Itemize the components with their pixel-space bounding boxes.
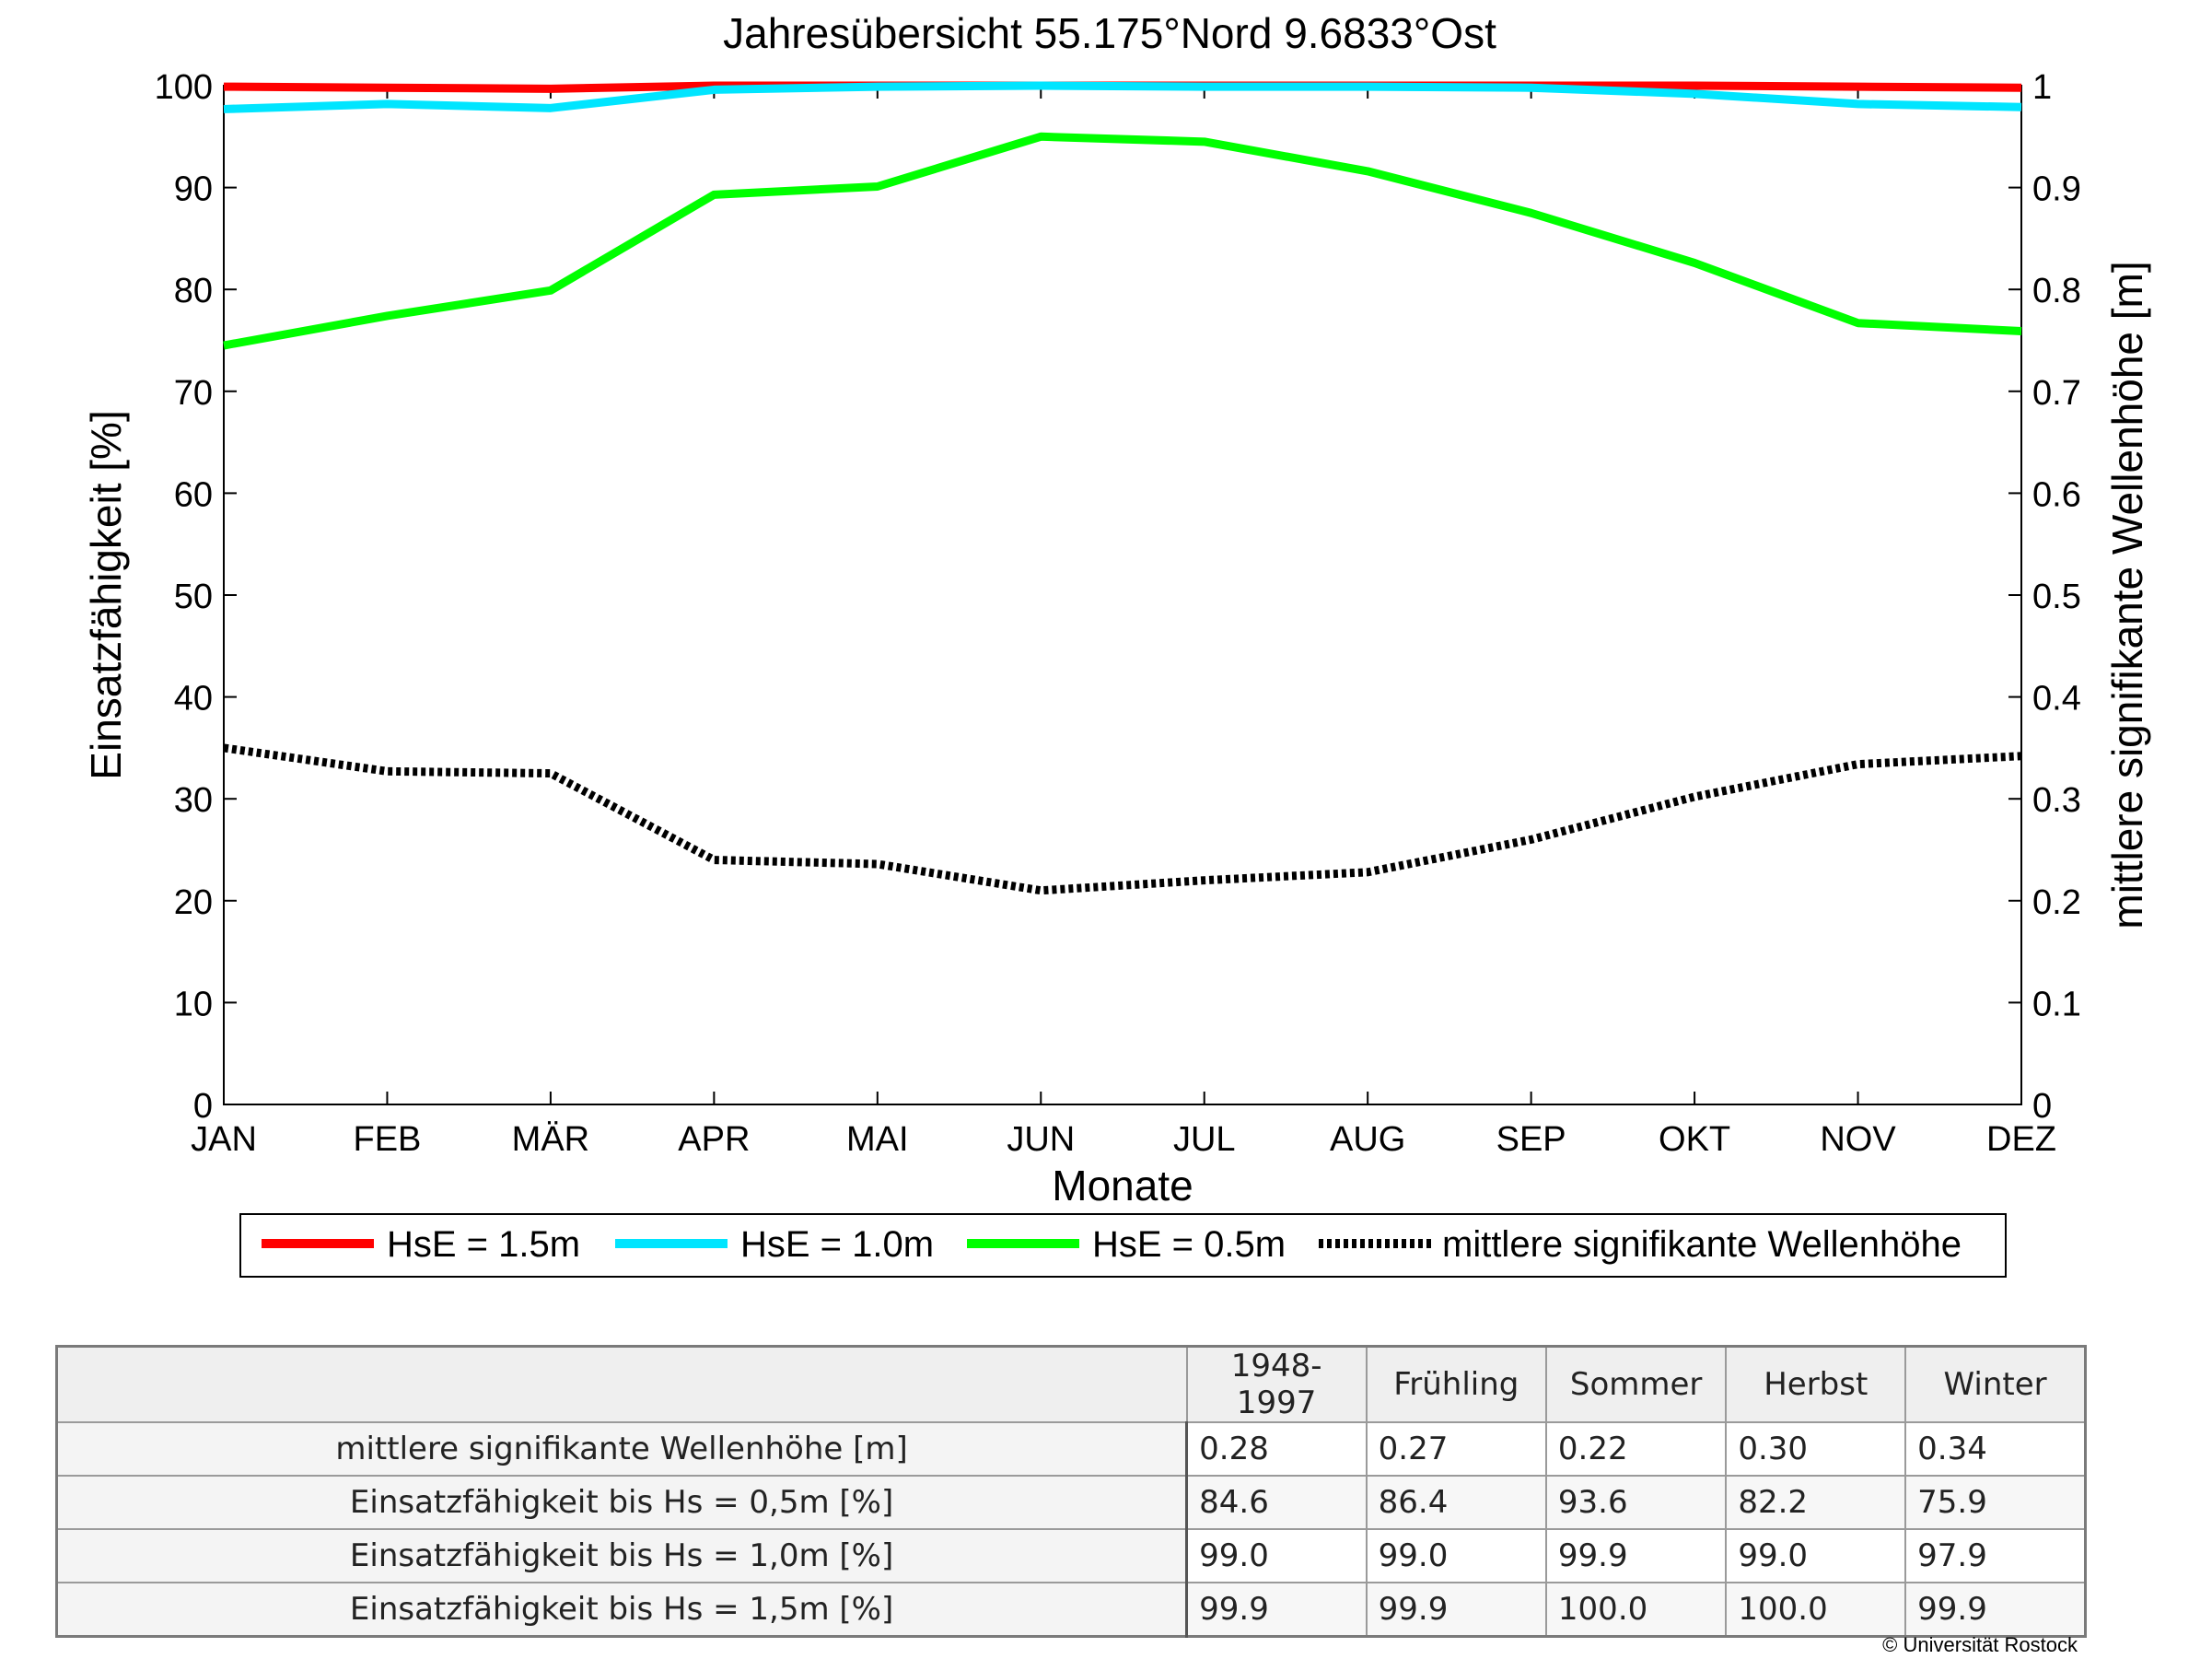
table-cell: 100.0 <box>1544 1582 1728 1638</box>
y-tick-label-right: 0.7 <box>2032 374 2081 413</box>
y-tick-label-left: 10 <box>174 985 213 1023</box>
chart-title: Jahresübersicht 55.175°Nord 9.6833°Ost <box>723 9 1496 57</box>
y-tick-label-right: 0.1 <box>2032 985 2081 1023</box>
row-label: mittlere signifikante Wellenhöhe [m] <box>55 1421 1189 1477</box>
table-cell: 99.0 <box>1725 1528 1907 1583</box>
table-header-row: 1948-1997 Frühling Sommer Herbst Winter <box>55 1345 2087 1423</box>
stats-table: 1948-1997 Frühling Sommer Herbst Winter … <box>55 1345 2087 1638</box>
y-tick-label-left: 60 <box>174 475 213 514</box>
table-row: Einsatzfähigkeit bis Hs = 1,0m [%] 99.0 … <box>55 1528 2087 1583</box>
table-cell: 99.9 <box>1365 1582 1547 1638</box>
column-header: Herbst <box>1725 1345 1907 1423</box>
table-cell: 99.9 <box>1544 1528 1728 1583</box>
x-tick-label: APR <box>678 1120 750 1159</box>
table-cell: 0.22 <box>1544 1421 1728 1477</box>
legend: HsE = 1.5m HsE = 1.0m HsE = 0.5m mittlere s… <box>239 1213 2007 1278</box>
x-tick-label: SEP <box>1496 1120 1566 1159</box>
legend-label-3: mittlere signifikante Wellenhöhe <box>1442 1224 1962 1265</box>
column-header: Sommer <box>1544 1345 1728 1423</box>
y-tick-label-left: 50 <box>174 578 213 616</box>
legend-label-1: HsE = 1.0m <box>740 1224 934 1265</box>
y-tick-label-right: 0.5 <box>2032 578 2081 616</box>
series-line-2 <box>223 132 2022 350</box>
x-tick-label: JUN <box>1007 1120 1075 1159</box>
y-tick-label-right: 0.4 <box>2032 680 2081 719</box>
plot-area <box>223 85 2022 1105</box>
y-tick-label-left: 20 <box>174 883 213 922</box>
x-axis-label: Monate <box>1052 1162 1193 1209</box>
y-tick-label-right: 0 <box>2032 1087 2052 1126</box>
table-cell: 84.6 <box>1185 1475 1368 1530</box>
legend-items: HsE = 1.5m HsE = 1.0m HsE = 0.5m mittlere s… <box>262 1224 1962 1265</box>
x-tick-label: MAI <box>846 1120 909 1159</box>
table-cell: 82.2 <box>1725 1475 1907 1530</box>
table-cell: 0.34 <box>1904 1421 2087 1477</box>
table-cell: 97.9 <box>1904 1528 2087 1583</box>
y-tick-label-right: 0.6 <box>2032 475 2081 514</box>
series-line-3 <box>223 743 2022 895</box>
y-axis-label-left: Einsatzfähigkeit [%] <box>82 410 130 779</box>
y-tick-label-right: 0.9 <box>2032 170 2081 209</box>
table-cell: 99.9 <box>1185 1582 1368 1638</box>
y-tick-label-left: 70 <box>174 374 213 413</box>
row-label: Einsatzfähigkeit bis Hs = 0,5m [%] <box>55 1475 1189 1530</box>
y-tick-label-left: 80 <box>174 272 213 310</box>
y-tick-label-left: 30 <box>174 781 213 820</box>
x-tick-label: JUL <box>1173 1120 1236 1159</box>
column-header: Winter <box>1904 1345 2087 1423</box>
column-header: 1948-1997 <box>1185 1345 1368 1423</box>
table-row: mittlere signifikante Wellenhöhe [m] 0.2… <box>55 1421 2087 1477</box>
column-header: Frühling <box>1365 1345 1547 1423</box>
table-cell: 75.9 <box>1904 1475 2087 1530</box>
y-tick-label-left: 90 <box>174 170 213 209</box>
table-row: Einsatzfähigkeit bis Hs = 0,5m [%] 84.6 … <box>55 1475 2087 1530</box>
axis-ticks: 0 10 20 30 40 50 60 70 80 90 100 0 0.1 0.2 0.3 0.4 0.5 0.… <box>155 68 2081 1159</box>
table-cell: 93.6 <box>1544 1475 1728 1530</box>
y-tick-label-right: 1 <box>2032 68 2052 107</box>
x-tick-label: OKT <box>1659 1120 1730 1159</box>
table-cell: 99.0 <box>1365 1528 1547 1583</box>
y-axis-label-right: mittlere signifikante Wellenhöhe [m] <box>2103 261 2151 929</box>
series-layer <box>223 81 2022 895</box>
x-tick-label: DEZ <box>1986 1120 2056 1159</box>
table-corner-cell <box>55 1345 1188 1423</box>
y-tick-label-right: 0.2 <box>2032 883 2081 922</box>
x-tick-label: JAN <box>191 1120 257 1159</box>
row-label: Einsatzfähigkeit bis Hs = 1,0m [%] <box>55 1528 1189 1583</box>
table-cell: 99.9 <box>1904 1582 2087 1638</box>
y-tick-label-left: 100 <box>155 68 213 107</box>
y-tick-label-left: 40 <box>174 680 213 719</box>
y-tick-label-right: 0.3 <box>2032 781 2081 820</box>
x-tick-label: AUG <box>1330 1120 1405 1159</box>
table-cell: 0.28 <box>1185 1421 1368 1477</box>
x-tick-label: MÄR <box>512 1120 589 1159</box>
legend-label-2: HsE = 0.5m <box>1092 1224 1286 1265</box>
table-cell: 100.0 <box>1725 1582 1907 1638</box>
table-cell: 0.27 <box>1365 1421 1547 1477</box>
legend-label-0: HsE = 1.5m <box>387 1224 580 1265</box>
y-tick-label-right: 0.8 <box>2032 272 2081 310</box>
table-cell: 99.0 <box>1185 1528 1368 1583</box>
y-tick-label-left: 0 <box>193 1087 213 1126</box>
table-cell: 0.30 <box>1725 1421 1907 1477</box>
series-line-1 <box>223 81 2022 113</box>
table-row: Einsatzfähigkeit bis Hs = 1,5m [%] 99.9 … <box>55 1582 2087 1638</box>
chart: Jahresübersicht 55.175°Nord 9.6833°Ost 0… <box>82 9 2151 1278</box>
table-cell: 86.4 <box>1365 1475 1547 1530</box>
x-tick-label: FEB <box>354 1120 422 1159</box>
row-label: Einsatzfähigkeit bis Hs = 1,5m [%] <box>55 1582 1189 1638</box>
copyright-notice: © Universität Rostock <box>1882 1633 2078 1656</box>
legend-box <box>239 1213 2007 1278</box>
x-tick-label: NOV <box>1820 1120 1896 1159</box>
